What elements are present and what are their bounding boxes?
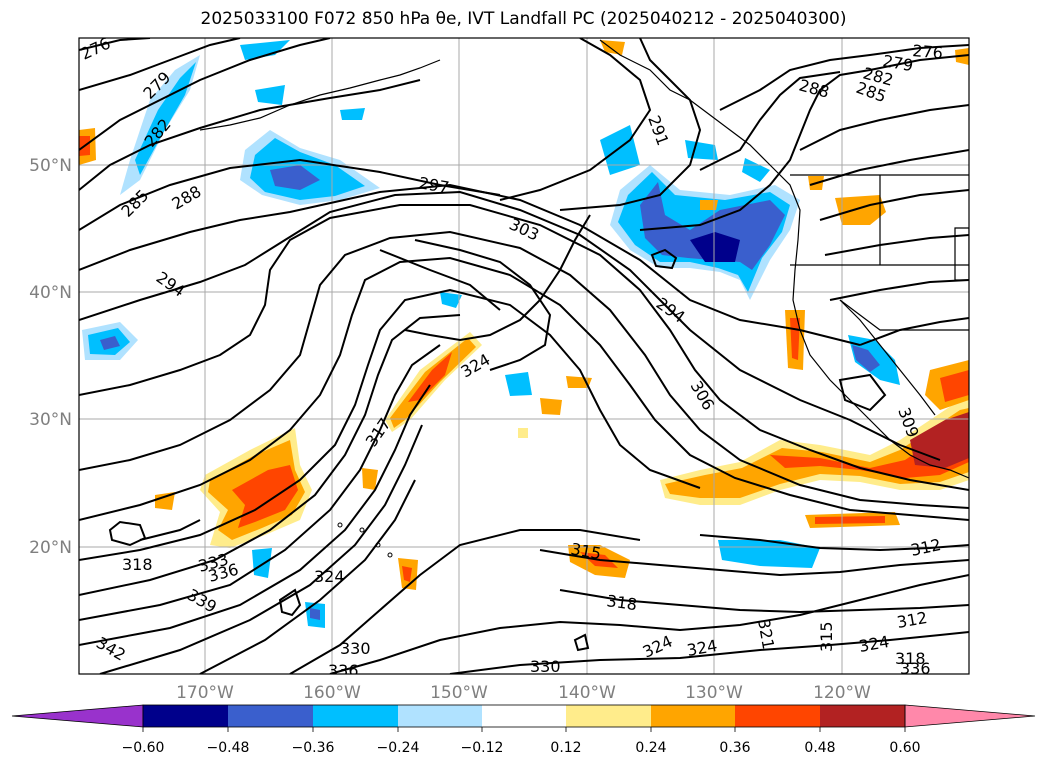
contour-label: 318 [605,591,638,614]
contour-label: 312 [895,608,928,632]
contour-label: 318 [895,649,926,668]
colorbar-segment [820,705,905,727]
colorbar-tick-label: −0.48 [207,740,250,756]
colorbar-tick-label: 0.48 [804,740,835,756]
colorbar-extend-min [11,704,144,728]
contour-label: 315 [817,621,836,652]
graticule [79,38,969,674]
contour-label: 324 [314,567,345,586]
colorbar: −0.60 −0.48 −0.36 −0.24 −0.12 0.12 0.24 … [11,704,1036,756]
contour-label: 330 [340,639,371,658]
colorbar-tick-label: 0.36 [719,740,750,756]
colorbar-tick-label: −0.36 [292,740,335,756]
contour-label: 318 [122,555,153,574]
lat-label: 50°N [29,156,72,176]
colorbar-segment [228,705,313,727]
colorbar-segment [651,705,735,727]
colorbar-tick-label: 0.24 [635,740,666,756]
colorbar-tick-label: −0.12 [461,740,504,756]
contour-label: 342 [93,633,129,665]
contour-label: 324 [857,632,890,656]
contour-label: 303 [506,214,542,244]
map-frame [78,37,970,675]
islands [337,522,393,558]
colorbar-segment [566,705,651,727]
lon-label: 140°W [558,683,616,703]
contour-label: 312 [909,535,943,560]
contour-label: 330 [530,657,561,676]
colorbar-extend-max [904,704,1036,728]
contour-label: 336 [328,661,359,680]
lon-label: 120°W [813,683,871,703]
lat-label: 20°N [29,538,72,558]
colorbar-segment [313,705,398,727]
colorbar-tick-label: 0.60 [889,740,920,756]
coastlines [199,39,969,479]
contour-label: 288 [797,76,831,102]
lat-label: 40°N [29,283,72,303]
lat-label: 30°N [29,410,72,430]
lon-label: 160°W [303,683,361,703]
contour-labels: 276 279 282 285 288 294 297 303 291 276 … [79,38,944,680]
colorbar-tick-label: −0.60 [122,740,165,756]
colorbar-segment [735,705,820,727]
colorbar-tick-label: 0.12 [550,740,581,756]
contour-label: 324 [640,631,676,661]
theta-e-contours [79,38,969,674]
contour-label: 291 [644,113,672,148]
contour-label: 309 [894,405,922,440]
colorbar-segment [143,705,228,727]
lon-label: 150°W [430,683,488,703]
contour-label: 294 [153,268,189,301]
longitude-labels: 170°W 160°W 150°W 140°W 130°W 120°W [176,683,871,703]
contour-label: 288 [169,182,205,214]
colorbar-segment [398,705,482,727]
lon-label: 170°W [176,683,234,703]
contour-label: 336 [900,659,931,678]
map-title: 2025033100 F072 850 hPa θe, IVT Landfall… [200,9,847,29]
colorbar-frame [142,704,906,728]
lon-label: 130°W [685,683,743,703]
latitude-labels: 50°N 40°N 30°N 20°N [29,156,72,558]
contour-label: 321 [754,617,778,650]
contour-label: 276 [912,41,944,63]
colorbar-tick-label: −0.24 [377,740,420,756]
colorbar-segment [482,705,566,727]
